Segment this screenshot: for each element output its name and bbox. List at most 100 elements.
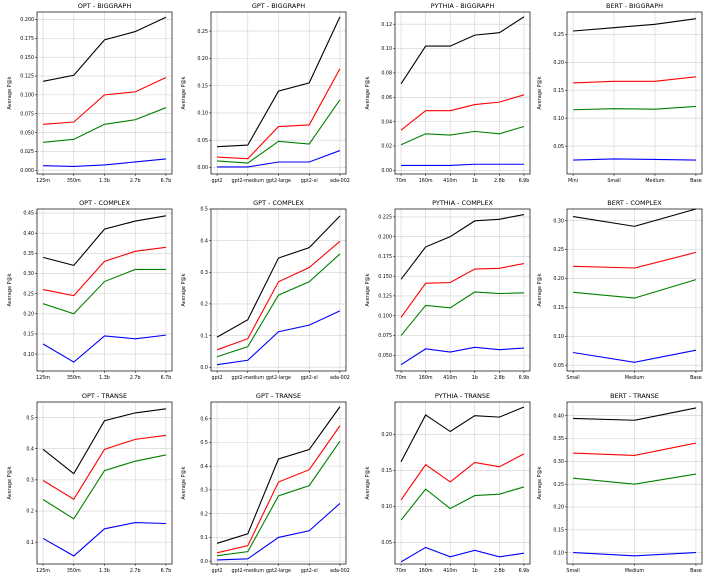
series-line-blue [400,546,524,563]
x-tick-label: 125m [36,178,50,184]
y-tick-label: 0.25 [553,247,564,253]
y-axis-label: Average P@k [537,466,543,499]
y-tick-label: 0.200 [378,234,392,240]
x-tick-label: 2.8b [494,178,505,184]
y-tick-label: 0.20 [553,60,564,66]
series-line-green [43,107,167,143]
plot-frame [566,208,703,372]
chart-title: BERT - BIGGRAPH [606,2,663,10]
y-tick-label: 0.050 [20,130,34,136]
plot-frame [210,401,347,565]
x-tick-label: gpt2-medium [232,375,265,381]
series-line-red [42,246,167,297]
y-tick-label: 0.05 [197,138,208,144]
series-line-blue [573,158,696,161]
series-line-blue [572,349,697,363]
series-line-red [573,76,696,84]
y-tick-label: 0.20 [381,432,392,438]
x-tick-label: Small [566,375,579,381]
chart-panel-9: 0.1 0.2 0.3 0.4 0.5 125m 350m 1.3b 2.7b 6.7b OPT -… [7,392,173,574]
y-axis-label: Average P@k [7,76,13,109]
x-tick-label: Base [690,178,702,184]
plot-frame [210,208,347,372]
x-tick-label: gpt2-xl [301,178,318,184]
series-line-black [217,16,341,148]
y-tick-label: 0.20 [553,505,564,511]
series-line-red [42,434,167,500]
y-tick-label: 0.150 [378,274,392,280]
y-tick-label: 0.15 [23,332,34,338]
series-line-green [400,291,524,336]
plot-frame [210,11,347,175]
plot-frame [566,11,703,175]
y-tick-label: 0.25 [553,482,564,488]
x-tick-label: 1.3b [99,375,110,381]
y-tick-label: 0.4 [26,446,34,452]
x-tick-label: gpt2 [212,375,223,381]
series-line-black [42,408,167,475]
y-tick-label: 0.3 [26,478,34,484]
y-tick-label: 0.25 [23,291,34,297]
y-axis-label: Average P@k [365,273,371,306]
y-axis-label: Average P@k [7,273,13,306]
y-tick-label: 0.200 [20,17,34,23]
plot-frame [36,401,173,565]
x-tick-label: gpt2-xl [301,375,318,381]
plot-frame [36,208,173,372]
x-tick-label: 2.7b [130,178,141,184]
y-tick-label: 0.4 [200,238,208,244]
x-tick-label: gpt2-medium [232,178,265,184]
chart-panel-6: 0.0 0.1 0.2 0.3 0.4 0.5 gpt2 gpt2-medium gpt2-la… [181,199,350,381]
y-tick-label: 0.10 [553,334,564,340]
x-tick-label: 1.3b [99,178,110,184]
y-tick-label: 0.15 [197,83,208,89]
y-axis-label: Average P@k [365,466,371,499]
series-line-blue [217,150,341,168]
y-tick-label: 0.40 [23,231,34,237]
x-tick-label: 350m [67,178,81,184]
series-line-green [217,99,341,164]
chart-title: PYTHIA - TRANSE [435,392,490,400]
series-line-red [573,251,697,269]
x-tick-label: 6.9b [519,568,530,574]
chart-title: PYTHIA - COMPLEX [432,199,493,207]
x-tick-label: 6.7b [161,178,172,184]
x-tick-label: Medium [645,178,665,184]
chart-panel-7: 0.050 0.075 0.100 0.125 0.150 0.175 0.200 0.225… [365,199,531,381]
y-tick-label: 0.15 [553,305,564,311]
y-tick-label: 0.04 [381,119,392,125]
y-tick-label: 0.1 [26,540,34,546]
y-tick-label: 0.100 [378,313,392,319]
x-tick-label: 6.7b [161,568,172,574]
plot-frame [394,208,531,372]
x-tick-label: 350m [67,375,81,381]
x-tick-label: 2.7b [130,375,141,381]
series-line-red [400,94,525,131]
y-tick-label: 0.050 [378,353,392,359]
series-line-green [216,440,341,557]
y-tick-label: 0.20 [23,311,34,317]
y-tick-label: 0.10 [381,504,392,510]
y-axis-label: Average P@k [181,466,187,499]
y-tick-label: 0.0 [200,559,208,565]
series-line-black [42,215,167,267]
x-tick-label: gpt2-large [266,375,291,381]
y-tick-label: 0.2 [26,509,34,515]
series-line-red [216,240,341,351]
y-tick-label: 0.175 [20,36,34,42]
y-tick-label: 0.3 [200,270,208,276]
chart-panel-8: 0.05 0.10 0.15 0.20 0.25 0.30 Small Medium Base B… [537,199,703,381]
y-tick-label: 0.30 [553,218,564,224]
y-tick-label: 0.0 [200,365,208,371]
x-tick-label: ada-002 [330,568,350,574]
y-tick-label: 0.05 [381,540,392,546]
x-tick-label: 125m [36,375,50,381]
y-tick-label: 0.02 [381,144,392,150]
y-tick-label: 0.15 [553,527,564,533]
chart-panel-12: 0.10 0.15 0.20 0.25 0.30 0.35 0.40 Small Medium B… [537,392,703,574]
chart-title: BERT - TRANSE [610,392,659,400]
series-line-black [573,407,697,421]
y-tick-label: 0.10 [23,352,34,358]
x-tick-label: 2.7b [130,568,141,574]
